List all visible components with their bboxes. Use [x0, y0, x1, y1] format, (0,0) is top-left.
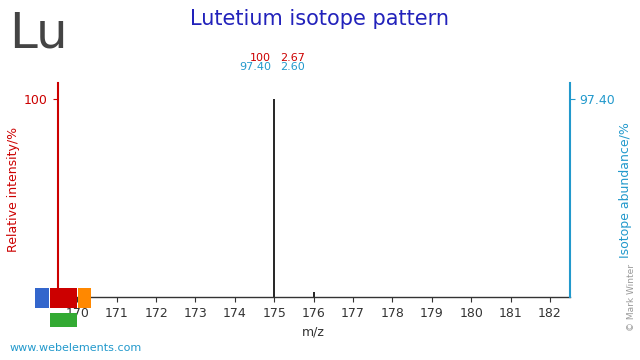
- Text: Lu: Lu: [10, 9, 68, 57]
- Text: www.webelements.com: www.webelements.com: [10, 343, 142, 353]
- Y-axis label: Relative intensity/%: Relative intensity/%: [7, 127, 20, 252]
- Bar: [50, 313, 77, 327]
- Text: 97.40: 97.40: [239, 62, 271, 72]
- Text: 2.67: 2.67: [280, 53, 305, 63]
- X-axis label: m/z: m/z: [302, 325, 325, 338]
- Text: © Mark Winter: © Mark Winter: [627, 264, 636, 331]
- Text: 2.60: 2.60: [280, 62, 305, 72]
- Text: Lutetium isotope pattern: Lutetium isotope pattern: [191, 9, 449, 29]
- Text: 100: 100: [250, 53, 271, 63]
- Y-axis label: Isotope abundance/%: Isotope abundance/%: [620, 122, 632, 258]
- Bar: [35, 288, 49, 308]
- Bar: [50, 288, 77, 308]
- Bar: [77, 288, 91, 308]
